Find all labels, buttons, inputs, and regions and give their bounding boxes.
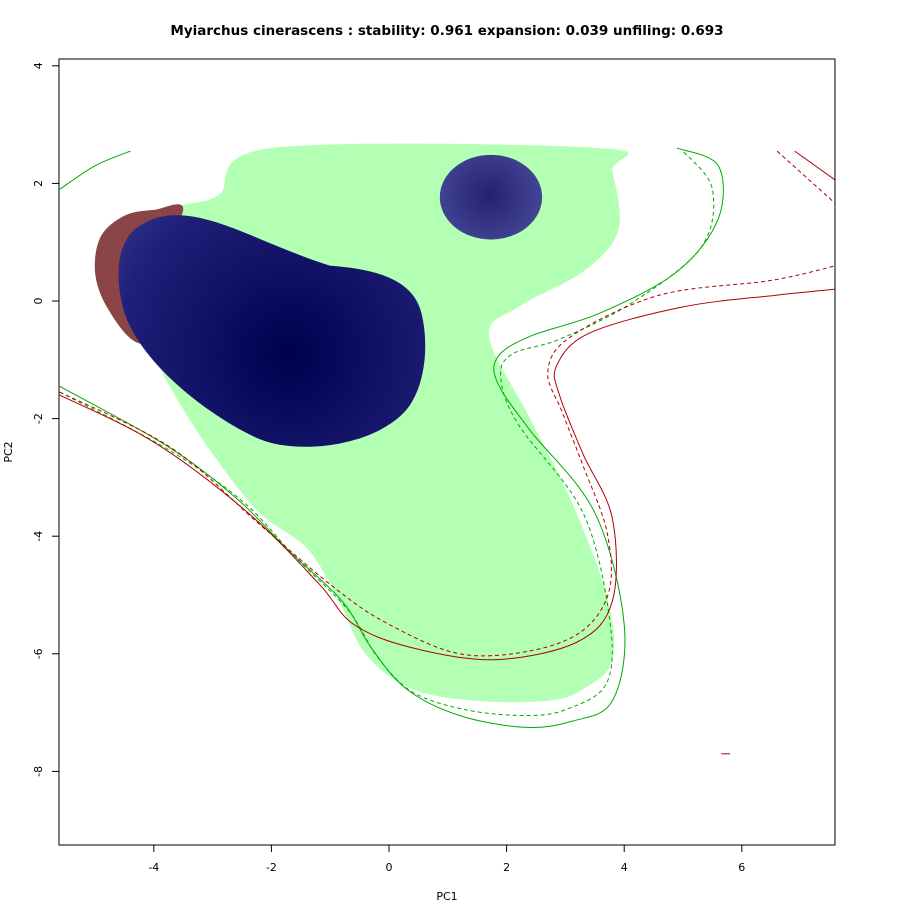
invaded-contour-solid — [59, 288, 835, 661]
x-axis: -4 -2 0 2 4 6 — [148, 844, 745, 874]
y-axis-label: PC2 — [2, 441, 15, 462]
y-tick-label: 0 — [32, 298, 45, 305]
x-tick-label: 0 — [386, 861, 393, 874]
native-contour-solid — [59, 147, 724, 729]
niche-regions — [94, 143, 629, 703]
y-tick-label: -6 — [32, 648, 45, 659]
y-tick-label: -2 — [32, 413, 45, 424]
invaded-contour-dashed — [59, 265, 835, 657]
stability-region-main — [118, 215, 426, 447]
x-tick-label: 4 — [621, 861, 628, 874]
plot-area — [59, 143, 835, 755]
x-tick-label: 2 — [503, 861, 510, 874]
invaded-contour-top-right — [794, 150, 835, 181]
x-tick-label: 6 — [738, 861, 745, 874]
invaded-contour-top-right-dashed — [776, 150, 835, 204]
y-tick-label: 2 — [32, 180, 45, 187]
y-tick-label: -4 — [32, 531, 45, 542]
y-tick-label: 4 — [32, 62, 45, 69]
native-contour-top-left — [59, 150, 131, 190]
native-contour-dashed — [59, 150, 715, 717]
x-axis-label: PC1 — [436, 890, 457, 903]
stability-region-blob — [439, 154, 543, 240]
y-tick-label: -8 — [32, 766, 45, 777]
x-tick-label: -2 — [266, 861, 277, 874]
density-contours — [59, 147, 835, 755]
x-tick-label: -4 — [148, 861, 159, 874]
y-axis: 4 2 0 -2 -4 -6 -8 — [32, 62, 60, 777]
chart-title: Myiarchus cinerascens : stability: 0.961… — [170, 23, 723, 39]
